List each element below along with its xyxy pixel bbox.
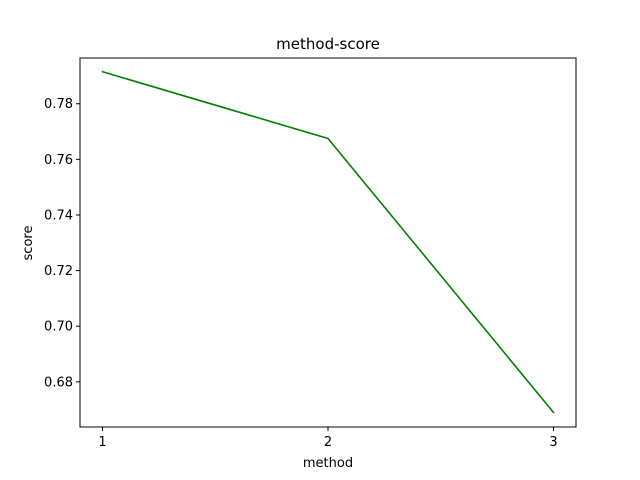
chart-title: method-score <box>276 35 380 53</box>
y-tick-label-4: 0.76 <box>44 153 73 168</box>
x-tick-label-0: 1 <box>98 435 106 450</box>
plot-area: 1 2 3 0.68 0.70 0.72 0.74 0.76 0.78 <box>44 57 577 450</box>
y-tick-label-3: 0.74 <box>44 208 73 223</box>
x-axis-label: method <box>303 456 353 471</box>
series-line-0 <box>101 70 555 414</box>
y-tick-label-0: 0.68 <box>44 375 73 390</box>
x-tick-label-2: 3 <box>549 435 557 450</box>
x-tick-label-1: 2 <box>324 435 332 450</box>
y-tick-label-1: 0.70 <box>44 320 73 335</box>
y-tick-label-5: 0.78 <box>44 97 73 112</box>
y-axis-label: score <box>21 226 36 261</box>
y-tick-label-2: 0.72 <box>44 264 73 279</box>
